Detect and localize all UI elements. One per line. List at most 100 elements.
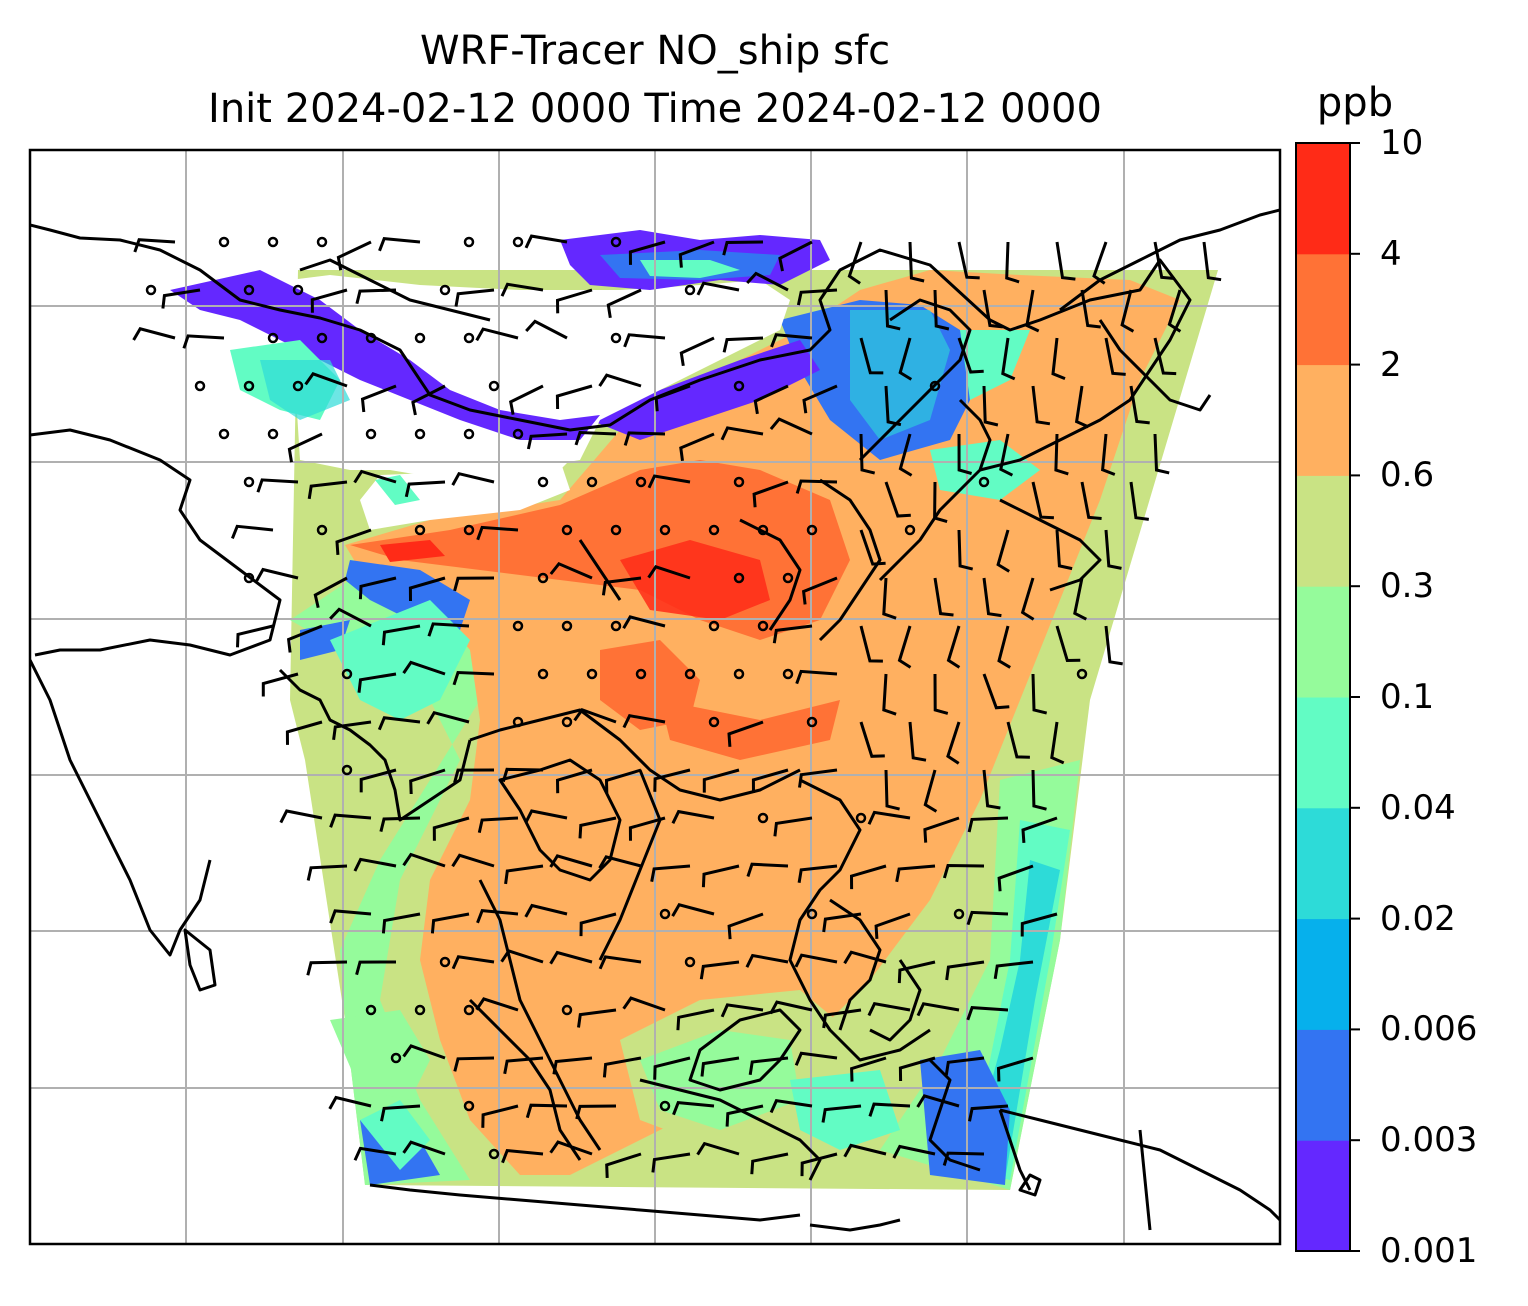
wind-barb: [672, 1100, 715, 1116]
wind-barb: [475, 997, 519, 1012]
wind-barb: [477, 816, 519, 834]
wind-barb: [182, 334, 225, 349]
calm-wind-marker: [978, 476, 990, 488]
calm-wind-marker: [512, 236, 524, 248]
wind-barb: [606, 288, 642, 319]
calm-wind-marker: [512, 620, 524, 632]
colorbar-tick-label: 0.1: [1380, 677, 1435, 717]
wind-barb: [475, 327, 519, 342]
wind-barb: [794, 1051, 838, 1066]
wind-barb: [1031, 769, 1047, 811]
wind-barb: [750, 1152, 789, 1175]
wind-barb: [377, 716, 421, 731]
wind-barb: [598, 373, 642, 388]
wind-barb: [847, 241, 863, 285]
wind-barb: [678, 240, 715, 268]
wind-barb: [957, 433, 973, 475]
calm-wind-marker: [341, 668, 353, 680]
wind-barb: [236, 624, 274, 648]
wind-barb: [161, 288, 201, 309]
calm-wind-marker: [1076, 668, 1088, 680]
wind-barb: [452, 670, 495, 686]
wind-barb: [329, 909, 372, 924]
wind-barb: [996, 1056, 1034, 1082]
wind-barb: [795, 479, 838, 494]
wind-barb: [256, 478, 299, 493]
wind-barb: [897, 960, 936, 984]
wind-barb: [1104, 529, 1122, 570]
calm-wind-marker: [414, 1004, 426, 1016]
wind-barb: [255, 567, 299, 582]
wind-barb: [555, 768, 593, 794]
plot-frame: [28, 148, 1282, 1246]
wind-barb: [898, 337, 913, 381]
calm-wind-marker: [512, 716, 524, 728]
wind-barb: [874, 912, 911, 939]
wind-barb: [967, 816, 1009, 833]
wind-barb: [601, 576, 642, 596]
wind-barb: [336, 240, 372, 271]
colorbar-segment: [1296, 697, 1350, 809]
wind-barb: [454, 288, 495, 307]
wind-barb: [745, 953, 789, 968]
wind-barb: [524, 809, 568, 824]
colorbar-tick-label: 0.3: [1380, 566, 1435, 607]
wind-barb: [360, 384, 397, 413]
calm-wind-marker: [267, 332, 279, 344]
calm-wind-marker: [267, 428, 279, 440]
colorbar-segment: [1296, 364, 1350, 476]
wind-barb: [353, 469, 397, 484]
calm-wind-marker: [316, 236, 328, 248]
calm-wind-marker: [194, 380, 206, 392]
wind-barb: [821, 1104, 862, 1123]
wind-barb: [800, 1152, 838, 1177]
wind-barb: [408, 576, 446, 602]
wind-barb: [982, 673, 1010, 710]
wind-barb: [895, 864, 936, 883]
wind-barb: [897, 625, 912, 669]
calm-wind-marker: [463, 1004, 475, 1016]
wind-barb: [1202, 241, 1222, 282]
wind-barb: [432, 816, 470, 841]
colorbar-segment: [1296, 1029, 1350, 1141]
wind-barb: [453, 576, 495, 592]
wind-barb: [653, 768, 691, 792]
wind-barb: [524, 234, 568, 249]
wind-barb: [944, 1056, 985, 1076]
wind-barb: [1054, 433, 1069, 476]
wind-barb: [993, 960, 1034, 980]
wind-barb: [892, 1144, 936, 1159]
calm-wind-marker: [365, 1004, 377, 1016]
calm-wind-marker: [610, 332, 622, 344]
field-green-band: [290, 560, 480, 1185]
wind-barb: [908, 241, 925, 283]
calm-wind-marker: [708, 524, 720, 536]
calm-wind-marker: [537, 476, 549, 488]
wind-barbs: [132, 234, 1222, 1178]
wind-barb: [795, 669, 838, 685]
calm-wind-marker: [684, 668, 696, 680]
wind-barb: [882, 577, 897, 620]
wind-barb: [746, 271, 789, 292]
wind-barb: [778, 240, 813, 272]
wind-barb: [849, 864, 887, 890]
wind-barb: [453, 1056, 495, 1072]
wind-barb: [957, 337, 984, 374]
wind-barb: [549, 854, 593, 868]
wind-barb: [997, 625, 1011, 669]
calm-wind-marker: [390, 1052, 402, 1064]
calm-wind-marker: [218, 428, 230, 440]
wind-barb: [598, 855, 642, 869]
colorbar-tick-label: 0.001: [1380, 1231, 1478, 1271]
wind-barb: [504, 864, 544, 885]
colorbar: [1295, 142, 1360, 1252]
colorbar-tick-label: 0.6: [1380, 455, 1435, 496]
wind-barb: [867, 810, 911, 825]
wind-barb: [628, 816, 666, 841]
wind-barb: [525, 1103, 568, 1119]
wind-barb: [622, 996, 666, 1012]
calm-wind-marker: [635, 668, 647, 680]
wind-barb: [957, 529, 974, 571]
wind-barb: [933, 673, 949, 715]
wind-barb: [884, 385, 902, 427]
